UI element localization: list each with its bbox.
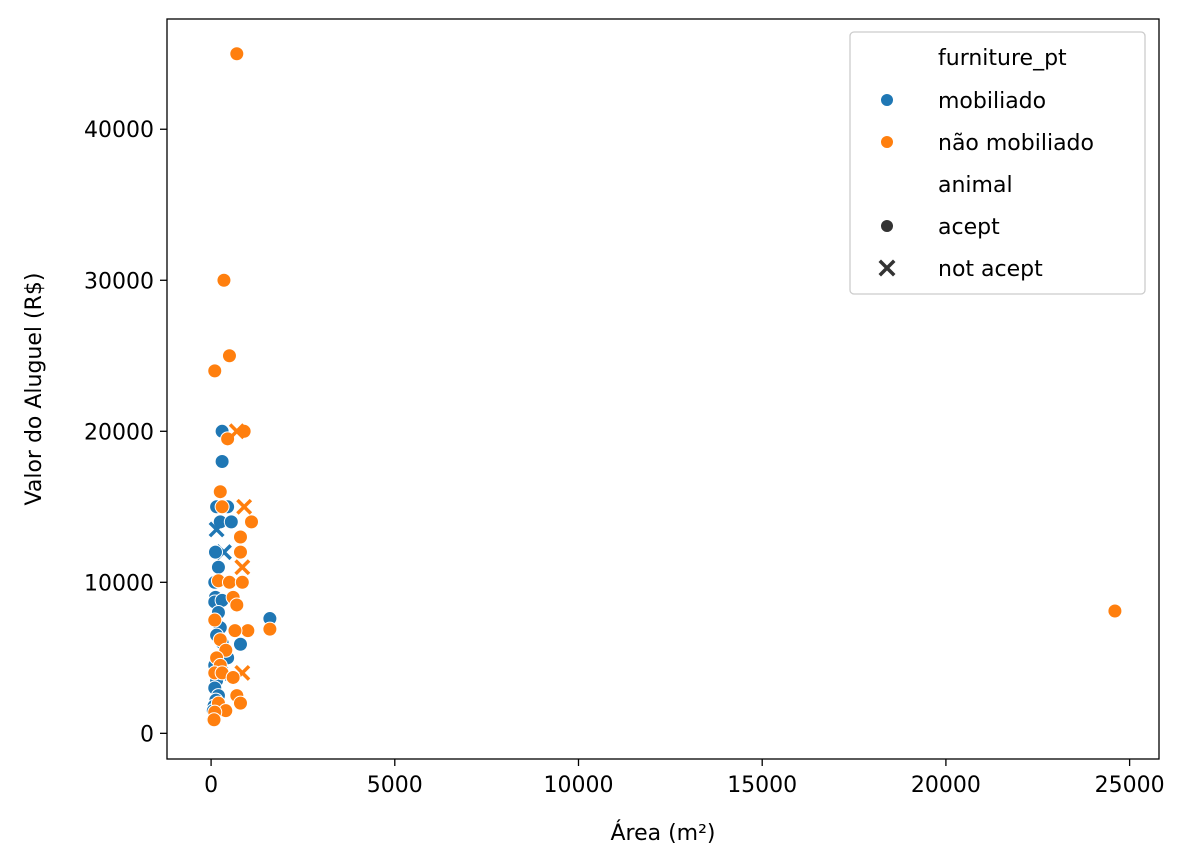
point-nao-mobiliado-acept [229,46,245,62]
legend-label-mobiliado: mobiliado [938,89,1046,114]
point-nao-mobiliado-not-acept [228,423,245,440]
legend-label-acept: acept [938,215,1000,240]
point-nao-mobiliado-acept [232,695,248,711]
x-tick-label: 10000 [543,773,613,798]
point-nao-mobiliado-acept [244,514,260,530]
point-nao-mobiliado-acept [225,669,241,685]
legend-marker-nao-mobiliado [880,135,894,149]
legend-marker-mobiliado [880,93,894,107]
point-mobiliado-acept [232,636,248,652]
point-mobiliado-acept [207,544,223,560]
point-nao-mobiliado-acept [207,363,223,379]
x-tick-label: 0 [204,773,218,798]
point-nao-mobiliado-not-acept [234,559,251,576]
y-axis-label: Valor do Aluguel (R$) [22,273,47,506]
y-tick-label: 10000 [84,571,154,596]
y-tick-label: 30000 [84,269,154,294]
point-nao-mobiliado-acept [212,484,228,500]
point-mobiliado-acept [223,514,239,530]
point-nao-mobiliado-acept [234,574,250,590]
x-tick-label: 20000 [911,773,981,798]
point-nao-mobiliado-acept [240,623,256,639]
point-nao-mobiliado-acept [232,529,248,545]
point-mobiliado-acept [214,453,230,469]
y-tick-label: 20000 [84,420,154,445]
legend-hue-title: furniture_pt [938,46,1067,71]
point-nao-mobiliado-acept [221,574,237,590]
point-nao-mobiliado-acept [206,712,222,728]
legend-marker-acept [880,219,894,233]
point-nao-mobiliado-acept [1107,603,1123,619]
point-nao-mobiliado-acept [216,272,232,288]
point-nao-mobiliado-acept [232,544,248,560]
point-nao-mobiliado-not-acept [236,498,253,515]
point-nao-mobiliado-acept [229,597,245,613]
x-axis-ticks: 0 5000 10000 15000 20000 25000 [204,759,1165,798]
plot-frame [166,18,1160,760]
y-axis-ticks: 0 10000 20000 30000 40000 [84,118,167,747]
legend-label-not-acept: not acept [938,257,1043,282]
point-nao-mobiliado-acept [221,348,237,364]
x-tick-label: 5000 [367,773,423,798]
point-nao-mobiliado-acept [207,612,223,628]
legend-style-title: animal [938,173,1013,198]
y-tick-label: 40000 [84,118,154,143]
data-points [205,46,1123,728]
x-tick-label: 25000 [1095,773,1165,798]
point-nao-mobiliado-acept [214,499,230,515]
x-tick-label: 15000 [727,773,797,798]
x-axis-label: Área (m²) [610,820,715,846]
legend-marker-not-acept [878,259,896,277]
point-nao-mobiliado-acept [262,621,278,637]
legend-label-nao-mobiliado: não mobiliado [938,131,1094,156]
y-tick-label: 0 [140,722,154,747]
point-nao-mobiliado-acept [227,623,243,639]
point-mobiliado-acept [210,559,226,575]
legend-frame [849,31,1146,295]
point-mobiliado-not-acept [208,521,225,538]
legend: furniture_pt mobiliado não mobiliado ani… [849,31,1146,295]
